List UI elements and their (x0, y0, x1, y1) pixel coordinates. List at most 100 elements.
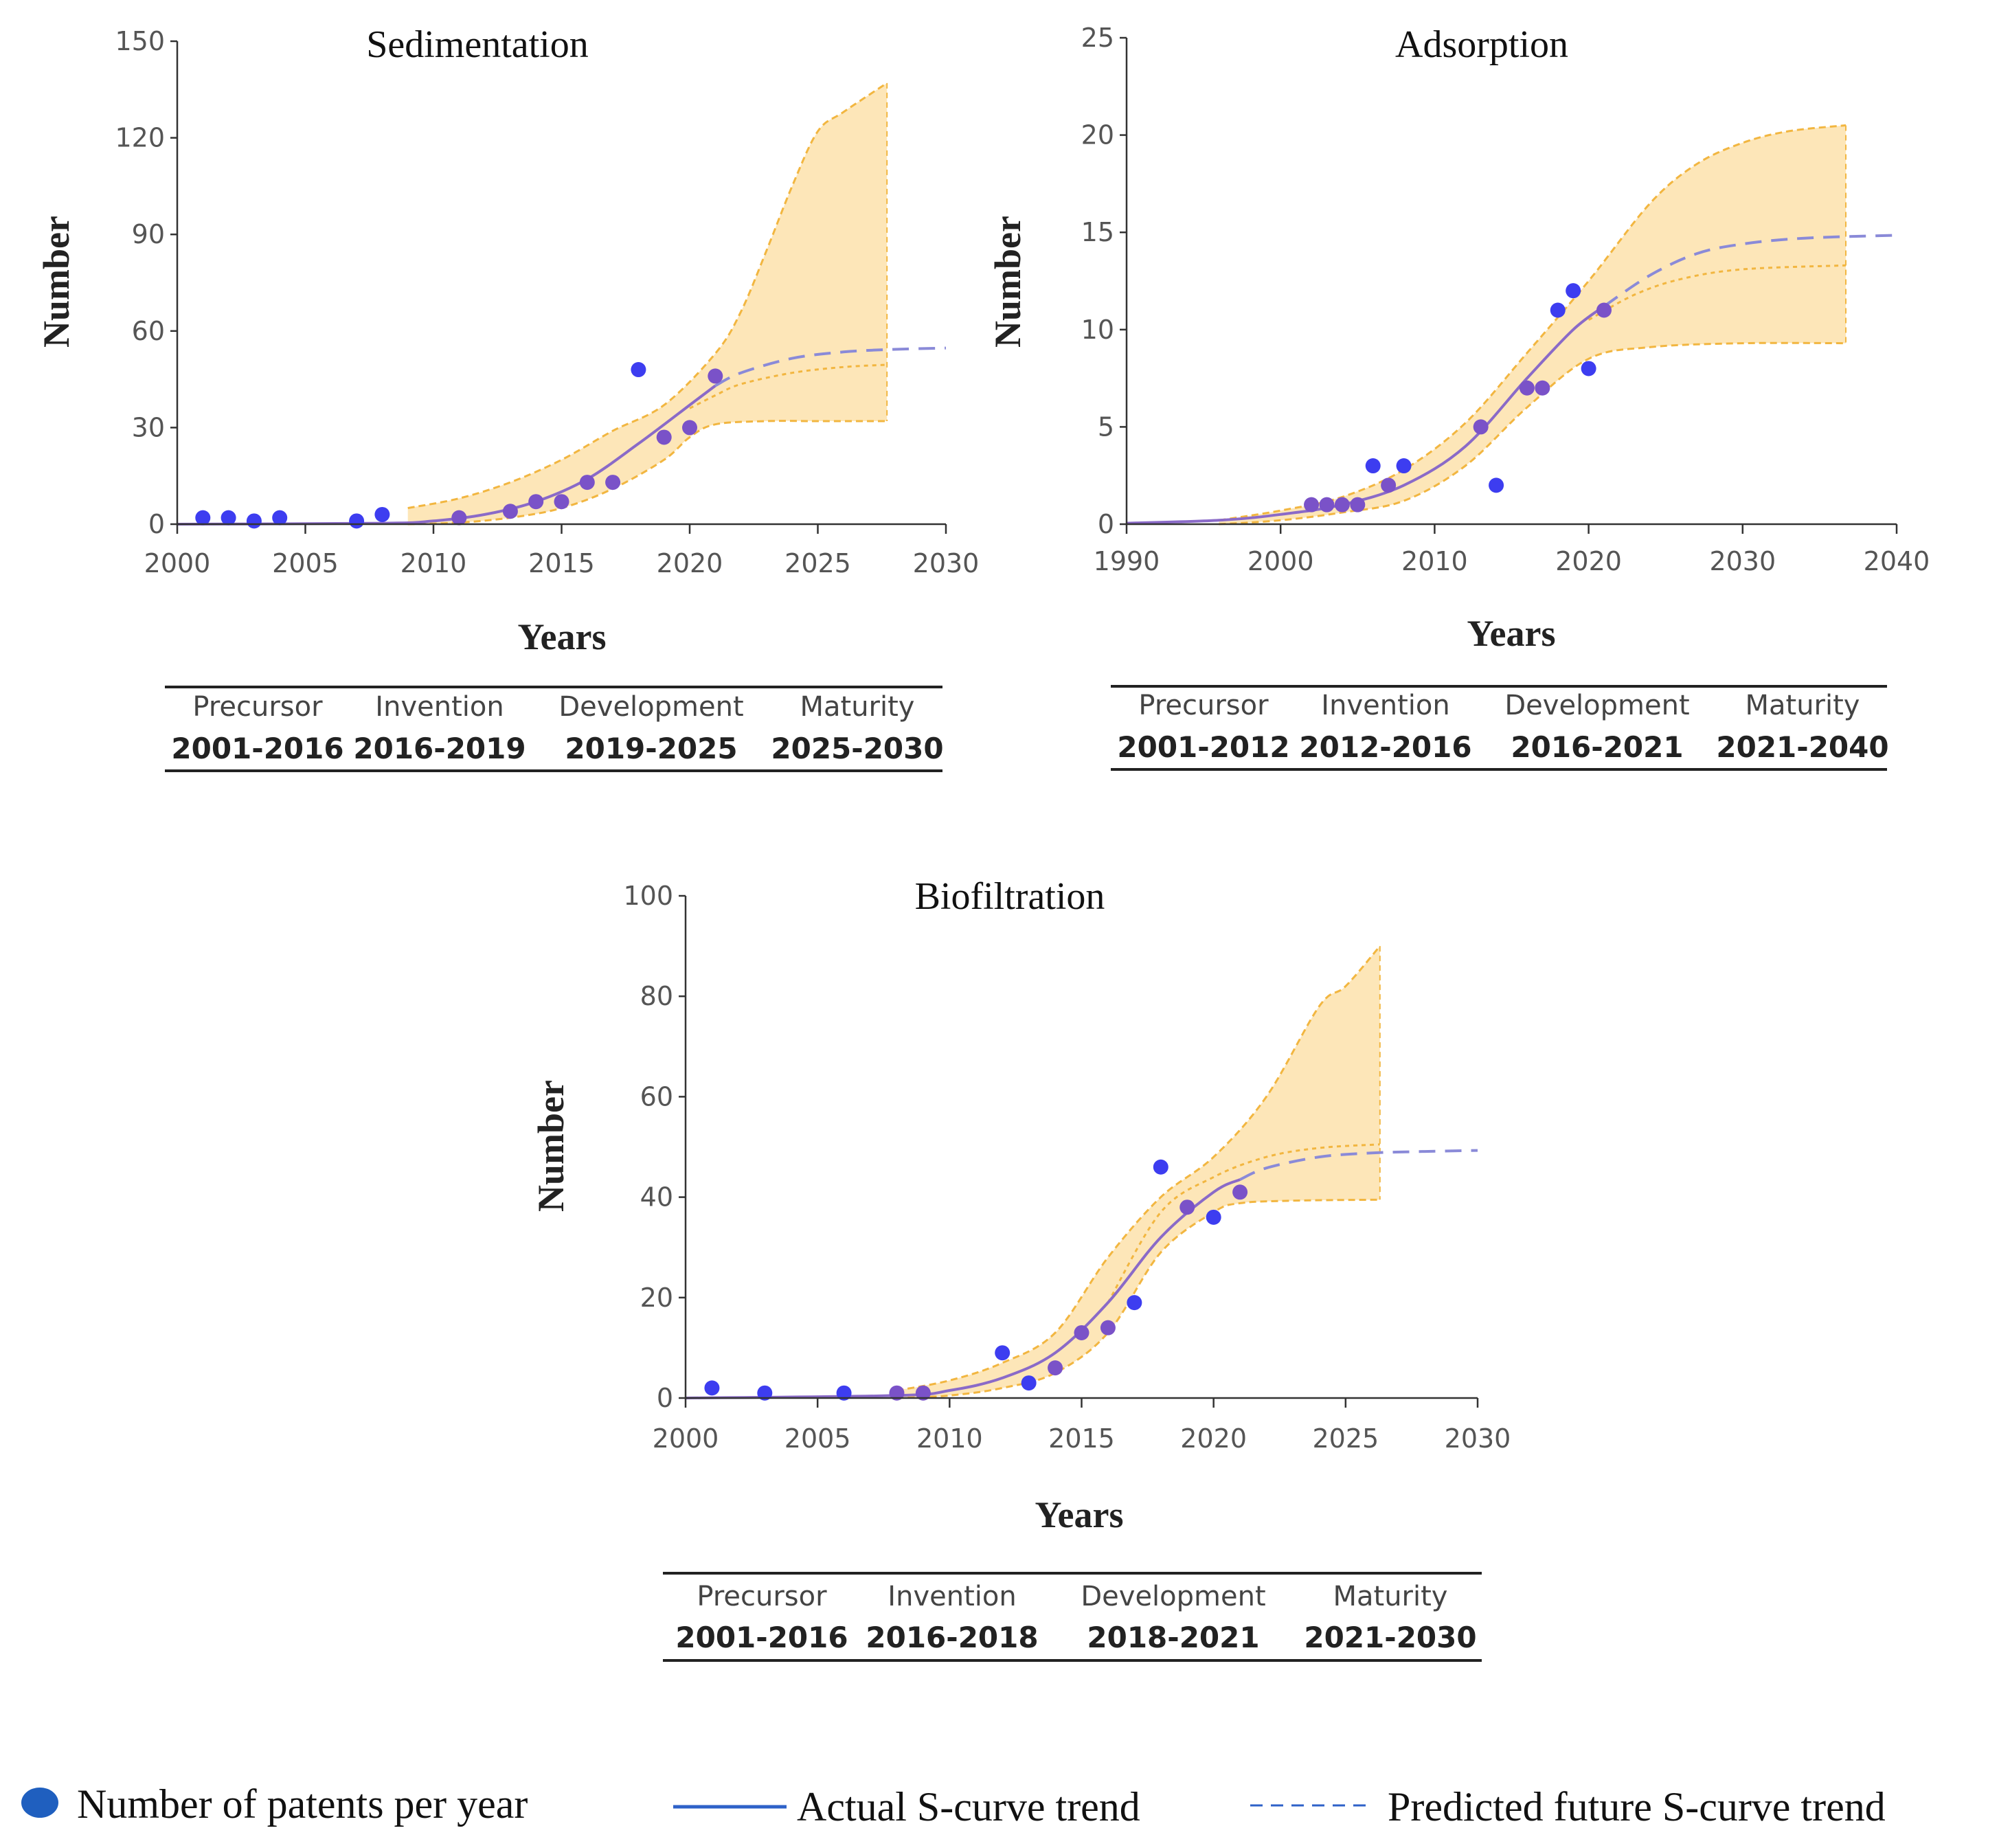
data-point (1396, 458, 1412, 474)
y-tick-label: 100 (623, 881, 673, 911)
actual-s-curve (685, 1178, 1241, 1399)
x-axis-label: Years (1467, 613, 1556, 654)
stage-range: 2018-2021 (1087, 1621, 1259, 1654)
stage-name: Maturity (1333, 1581, 1448, 1612)
stage-range: 2016-2021 (1511, 730, 1683, 764)
data-point (1100, 1320, 1116, 1336)
data-point (704, 1380, 720, 1396)
data-point (1473, 419, 1489, 435)
confidence-band-fill (896, 946, 1380, 1398)
stage-name: Precursor (192, 691, 323, 723)
chart-adsorption: 0 5 10 15 20 25 1990 2000 2010 2020 2030 2040 Adsorp… (987, 23, 1930, 771)
band-lower-edge (1219, 341, 1846, 526)
band-upper-edge (1219, 124, 1846, 521)
data-point (195, 510, 211, 526)
chart-title: Biofiltration (915, 875, 1105, 918)
data-point (1074, 1325, 1089, 1340)
data-point (1519, 380, 1535, 396)
band-lower-edge (407, 420, 888, 526)
x-tick-label: 2005 (784, 1423, 851, 1454)
y-tick-label: 10 (1081, 315, 1114, 345)
data-point (1581, 361, 1596, 376)
stage-range: 2016-2018 (866, 1621, 1038, 1654)
confidence-band-fill (1219, 125, 1846, 524)
x-tick-label: 2020 (657, 548, 723, 578)
data-point (1021, 1375, 1037, 1391)
stage-range: 2021-2030 (1304, 1621, 1476, 1654)
stage-name: Precursor (697, 1581, 827, 1612)
data-point (836, 1385, 852, 1401)
y-tick-label: 40 (640, 1182, 673, 1213)
band-upper-edge (896, 945, 1381, 1392)
data-point (246, 513, 262, 529)
x-tick-label: 2010 (400, 548, 467, 578)
y-tick-label: 0 (148, 509, 165, 539)
y-axis-label: Number (36, 216, 77, 348)
data-point (1334, 497, 1350, 512)
stage-name: Invention (888, 1581, 1016, 1612)
band-mid-line (1107, 1143, 1380, 1303)
data-point (1535, 380, 1550, 396)
x-tick-label: 2000 (144, 548, 211, 578)
data-point (451, 510, 467, 526)
stage-name: Development (1504, 690, 1689, 721)
y-tick-label: 80 (640, 981, 673, 1011)
y-tick-label: 30 (132, 412, 165, 442)
x-tick-label: 1990 (1094, 546, 1160, 576)
data-point (682, 420, 697, 436)
predicted-s-curve (1603, 234, 1897, 308)
predicted-s-curve (1239, 1149, 1478, 1181)
legend-points-marker (21, 1788, 58, 1818)
stage-name: Invention (375, 691, 504, 723)
data-point (272, 510, 288, 526)
chart-title: Sedimentation (366, 23, 589, 66)
data-point (1179, 1199, 1195, 1215)
x-tick-label: 2020 (1555, 546, 1622, 576)
data-point (554, 494, 569, 510)
chart-biofiltration: 0 20 40 60 80 100 2000 2005 2010 2015 2020 2025 2030… (530, 875, 1511, 1662)
y-tick-label: 0 (1098, 509, 1114, 539)
stage-name: Precursor (1138, 690, 1269, 721)
legend-points-label: Number of patents per year (77, 1781, 528, 1827)
y-tick-label: 0 (657, 1383, 673, 1413)
data-point (1319, 497, 1335, 512)
stage-name: Invention (1321, 690, 1449, 721)
data-point (995, 1345, 1010, 1361)
x-tick-label: 2010 (916, 1423, 983, 1454)
stage-range: 2019-2025 (565, 732, 737, 765)
data-point (708, 368, 723, 384)
x-tick-label: 2015 (528, 548, 595, 578)
x-tick-label: 2025 (784, 548, 851, 578)
chart-title: Adsorption (1395, 23, 1568, 66)
x-tick-label: 2030 (913, 548, 980, 578)
data-point (579, 475, 595, 491)
stage-name: Maturity (800, 691, 915, 723)
y-tick-label: 5 (1098, 412, 1114, 442)
data-point (1304, 497, 1320, 512)
x-axis-label: Years (1035, 1494, 1124, 1535)
x-tick-label: 2005 (272, 548, 339, 578)
stage-name: Maturity (1746, 690, 1860, 721)
data-point (1365, 458, 1381, 474)
y-tick-label: 60 (640, 1081, 673, 1112)
x-tick-label: 2025 (1312, 1423, 1379, 1454)
stage-range: 2001-2016 (171, 732, 343, 765)
band-mid-line (689, 363, 888, 409)
y-tick-label: 20 (640, 1283, 673, 1313)
x-tick-label: 2020 (1180, 1423, 1247, 1454)
stage-range: 2025-2030 (771, 732, 943, 765)
y-axis-label: Number (987, 216, 1028, 348)
x-tick-label: 2000 (653, 1423, 719, 1454)
data-point (528, 494, 544, 510)
x-tick-label: 2040 (1864, 546, 1930, 576)
data-point (349, 513, 365, 529)
data-point (631, 362, 646, 378)
stage-name: Development (558, 691, 743, 723)
data-point (502, 504, 518, 519)
data-point (1153, 1159, 1168, 1175)
data-point (889, 1385, 905, 1401)
stage-range: 2012-2016 (1299, 730, 1471, 764)
data-point (1206, 1209, 1221, 1225)
legend-actual-label: Actual S-curve trend (797, 1784, 1140, 1829)
y-tick-label: 90 (132, 219, 165, 249)
